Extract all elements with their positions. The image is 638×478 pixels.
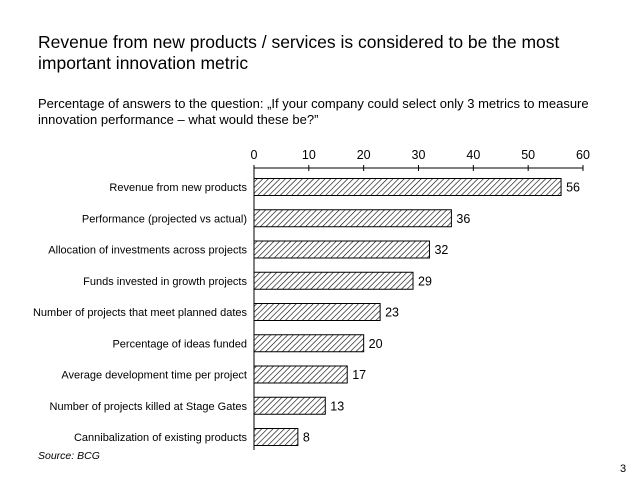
slide-subtitle: Percentage of answers to the question: „…	[38, 96, 589, 127]
x-tick-label: 50	[521, 148, 535, 162]
bar	[253, 396, 326, 415]
slide-title: Revenue from new products / services is …	[38, 32, 560, 73]
category-label: Number of projects that meet planned dat…	[33, 307, 248, 319]
x-tick-label: 40	[466, 148, 480, 162]
data-label: 56	[566, 181, 580, 195]
x-tick-label: 10	[302, 148, 316, 162]
bar	[253, 428, 299, 446]
x-axis: 0 10 20 30 40 50 60	[251, 148, 590, 450]
bar	[253, 271, 414, 290]
data-label: 13	[330, 399, 344, 413]
bar	[253, 240, 430, 259]
data-label: 20	[369, 337, 383, 351]
category-label: Average development time per project	[61, 370, 247, 382]
category-label: Performance (projected vs actual)	[82, 213, 247, 225]
data-label: 29	[418, 274, 432, 288]
x-tick-label: 20	[357, 148, 371, 162]
category-label: Percentage of ideas funded	[112, 338, 247, 350]
data-label: 8	[303, 431, 310, 445]
x-tick-label: 0	[251, 148, 258, 162]
page-number: 3	[620, 463, 627, 475]
data-label: 32	[434, 243, 448, 257]
x-tick-label: 60	[576, 148, 590, 162]
category-label: Allocation of investments across project…	[48, 245, 247, 257]
bar	[253, 334, 365, 353]
data-label: 17	[352, 368, 366, 382]
bar	[253, 209, 452, 228]
bar	[253, 303, 381, 321]
data-label: 36	[456, 212, 470, 226]
source-note: Source: BCG	[38, 450, 100, 462]
category-label: Number of projects killed at Stage Gates	[50, 401, 248, 413]
bar	[253, 178, 562, 196]
bar	[253, 365, 348, 384]
category-label: Cannibalization of existing products	[74, 432, 248, 444]
data-label: 23	[385, 306, 399, 320]
bars: Revenue from new products 56 Performance (…	[33, 178, 580, 446]
category-label: Revenue from new products	[109, 182, 247, 194]
x-tick-label: 30	[412, 148, 426, 162]
category-label: Funds invested in growth projects	[83, 276, 247, 288]
